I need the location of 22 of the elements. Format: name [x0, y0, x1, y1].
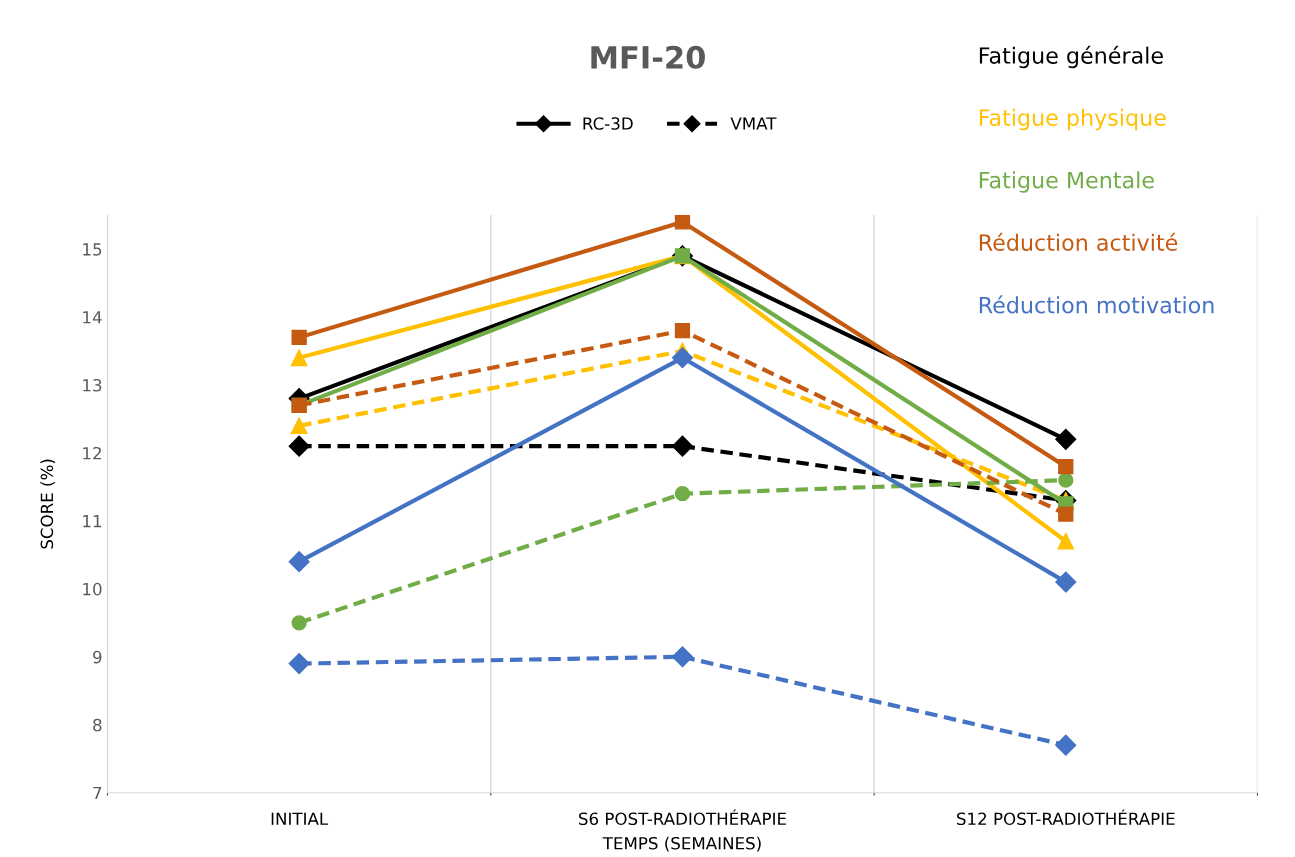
text: Fatigue physique: [979, 108, 1166, 131]
y-tick-label: 15: [83, 243, 102, 256]
text: Fatigue Mentale: [979, 171, 1154, 193]
text: Réduction motivation: [979, 295, 1214, 314]
y-tick-label: 7: [93, 786, 102, 800]
x-tick-label: S6 POST-RADIOTHÉRAPIE: [578, 809, 786, 826]
y-tick-label: 10: [83, 582, 102, 596]
text: VMAT: [730, 117, 777, 130]
text: Fatigue générale: [979, 45, 1163, 69]
text: RC-3D: [583, 117, 633, 130]
x-tick-label: S12 POST-RADIOTHÉRAPIE: [957, 809, 1175, 826]
y-tick-label: 9: [93, 650, 102, 664]
y-tick-label: 13: [83, 378, 102, 392]
text: Réduction activité: [979, 232, 1178, 251]
y-tick-label: 11: [83, 515, 102, 528]
y-tick-label: 8: [93, 718, 102, 732]
chart-title: MFI-20: [591, 45, 705, 69]
y-tick-label: 14: [83, 311, 102, 324]
x-axis-title: TEMPS (SEMAINES): [602, 836, 761, 852]
y-tick-label: 12: [83, 446, 101, 460]
x-tick-label: INITIAL: [271, 812, 329, 825]
y-axis-title: SCORE (%): [40, 459, 56, 549]
